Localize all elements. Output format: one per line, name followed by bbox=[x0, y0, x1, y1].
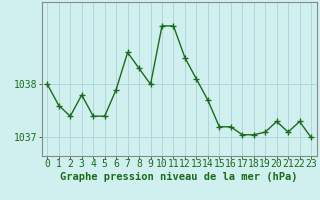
X-axis label: Graphe pression niveau de la mer (hPa): Graphe pression niveau de la mer (hPa) bbox=[60, 172, 298, 182]
